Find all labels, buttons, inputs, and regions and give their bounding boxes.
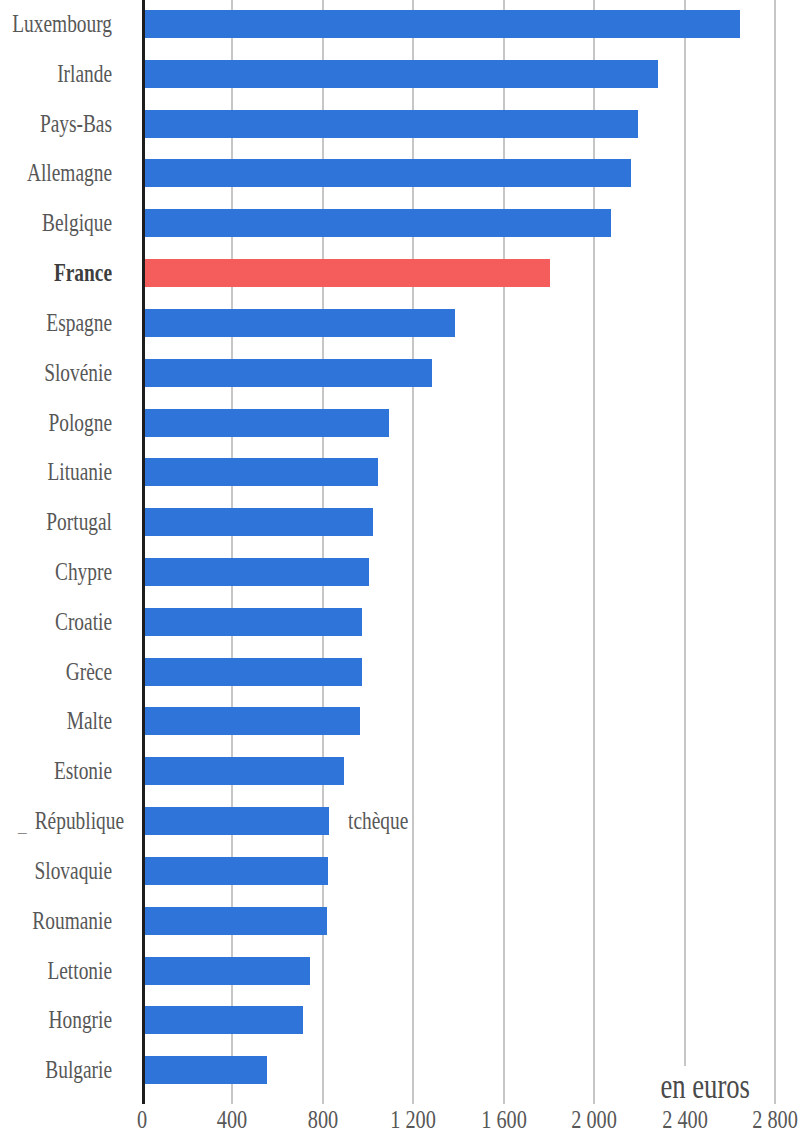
bar-luxembourg [145, 10, 740, 38]
x-tick-label-800: 800 [276, 1106, 370, 1133]
category-label-slovaquie: Slovaquie [0, 857, 112, 885]
category-label-malte: Malte [0, 707, 112, 735]
bar-slovenie [145, 359, 432, 387]
x-tick-label-2-800: 2 800 [728, 1106, 800, 1133]
category-label-pologne: Pologne [0, 409, 112, 437]
bar-allemagne [145, 159, 631, 187]
category-label-lettonie: Lettonie [0, 957, 112, 985]
bar-malte [145, 707, 360, 735]
bar-pays-bas [145, 110, 638, 138]
category-label-irlande: Irlande [0, 60, 112, 88]
bar-grece [145, 658, 362, 686]
category-label-portugal: Portugal [0, 508, 112, 536]
bar-pologne [145, 409, 389, 437]
category-label-overflow-tcheque: tchèque [348, 807, 408, 835]
bar-bulgarie [145, 1056, 267, 1084]
bar-slovaquie [145, 857, 328, 885]
bar-lettonie [145, 957, 310, 985]
x-tick-label-400: 400 [186, 1106, 280, 1133]
stray-mark: _ [18, 810, 27, 838]
bar-hongrie [145, 1006, 303, 1034]
bar-belgique [145, 209, 611, 237]
category-label-lituanie: Lituanie [0, 458, 112, 486]
category-label-hongrie: Hongrie [0, 1006, 112, 1034]
bar-chart: tchèque Luxembourg Irlande Pays-Bas Allemag… [0, 0, 800, 1142]
category-label-republique-tcheque: République [12, 807, 124, 835]
category-label-bulgarie: Bulgarie [0, 1056, 112, 1084]
category-label-chypre: Chypre [0, 558, 112, 586]
x-tick-label-1-600: 1 600 [457, 1106, 551, 1133]
x-tick-label-1-200: 1 200 [366, 1106, 460, 1133]
bar-roumanie [145, 907, 327, 935]
category-label-roumanie: Roumanie [0, 907, 112, 935]
bar-republique-tcheque [145, 807, 329, 835]
category-label-espagne: Espagne [0, 309, 112, 337]
category-label-belgique: Belgique [0, 209, 112, 237]
category-label-croatie: Croatie [0, 608, 112, 636]
bar-france [145, 259, 550, 287]
category-label-luxembourg: Luxembourg [0, 10, 112, 38]
category-label-allemagne: Allemagne [0, 159, 112, 187]
x-tick-label-2-400: 2 400 [638, 1106, 732, 1133]
category-label-pays-bas: Pays-Bas [0, 110, 112, 138]
gridline-2400 [684, 0, 686, 1104]
bar-estonie [145, 757, 344, 785]
bar-chypre [145, 558, 369, 586]
x-tick-label-2-000: 2 000 [547, 1106, 641, 1133]
unit-label: en euros [656, 1066, 750, 1106]
category-label-slovenie: Slovénie [0, 359, 112, 387]
x-tick-label-0: 0 [95, 1106, 189, 1133]
bar-irlande [145, 60, 658, 88]
category-label-france: France [0, 259, 112, 287]
gridline-2800 [774, 0, 776, 1104]
plot-area: tchèque [142, 0, 775, 1104]
bar-portugal [145, 508, 373, 536]
bar-espagne [145, 309, 455, 337]
category-label-estonie: Estonie [0, 757, 112, 785]
bar-lituanie [145, 458, 378, 486]
bar-croatie [145, 608, 362, 636]
category-label-grece: Grèce [0, 658, 112, 686]
